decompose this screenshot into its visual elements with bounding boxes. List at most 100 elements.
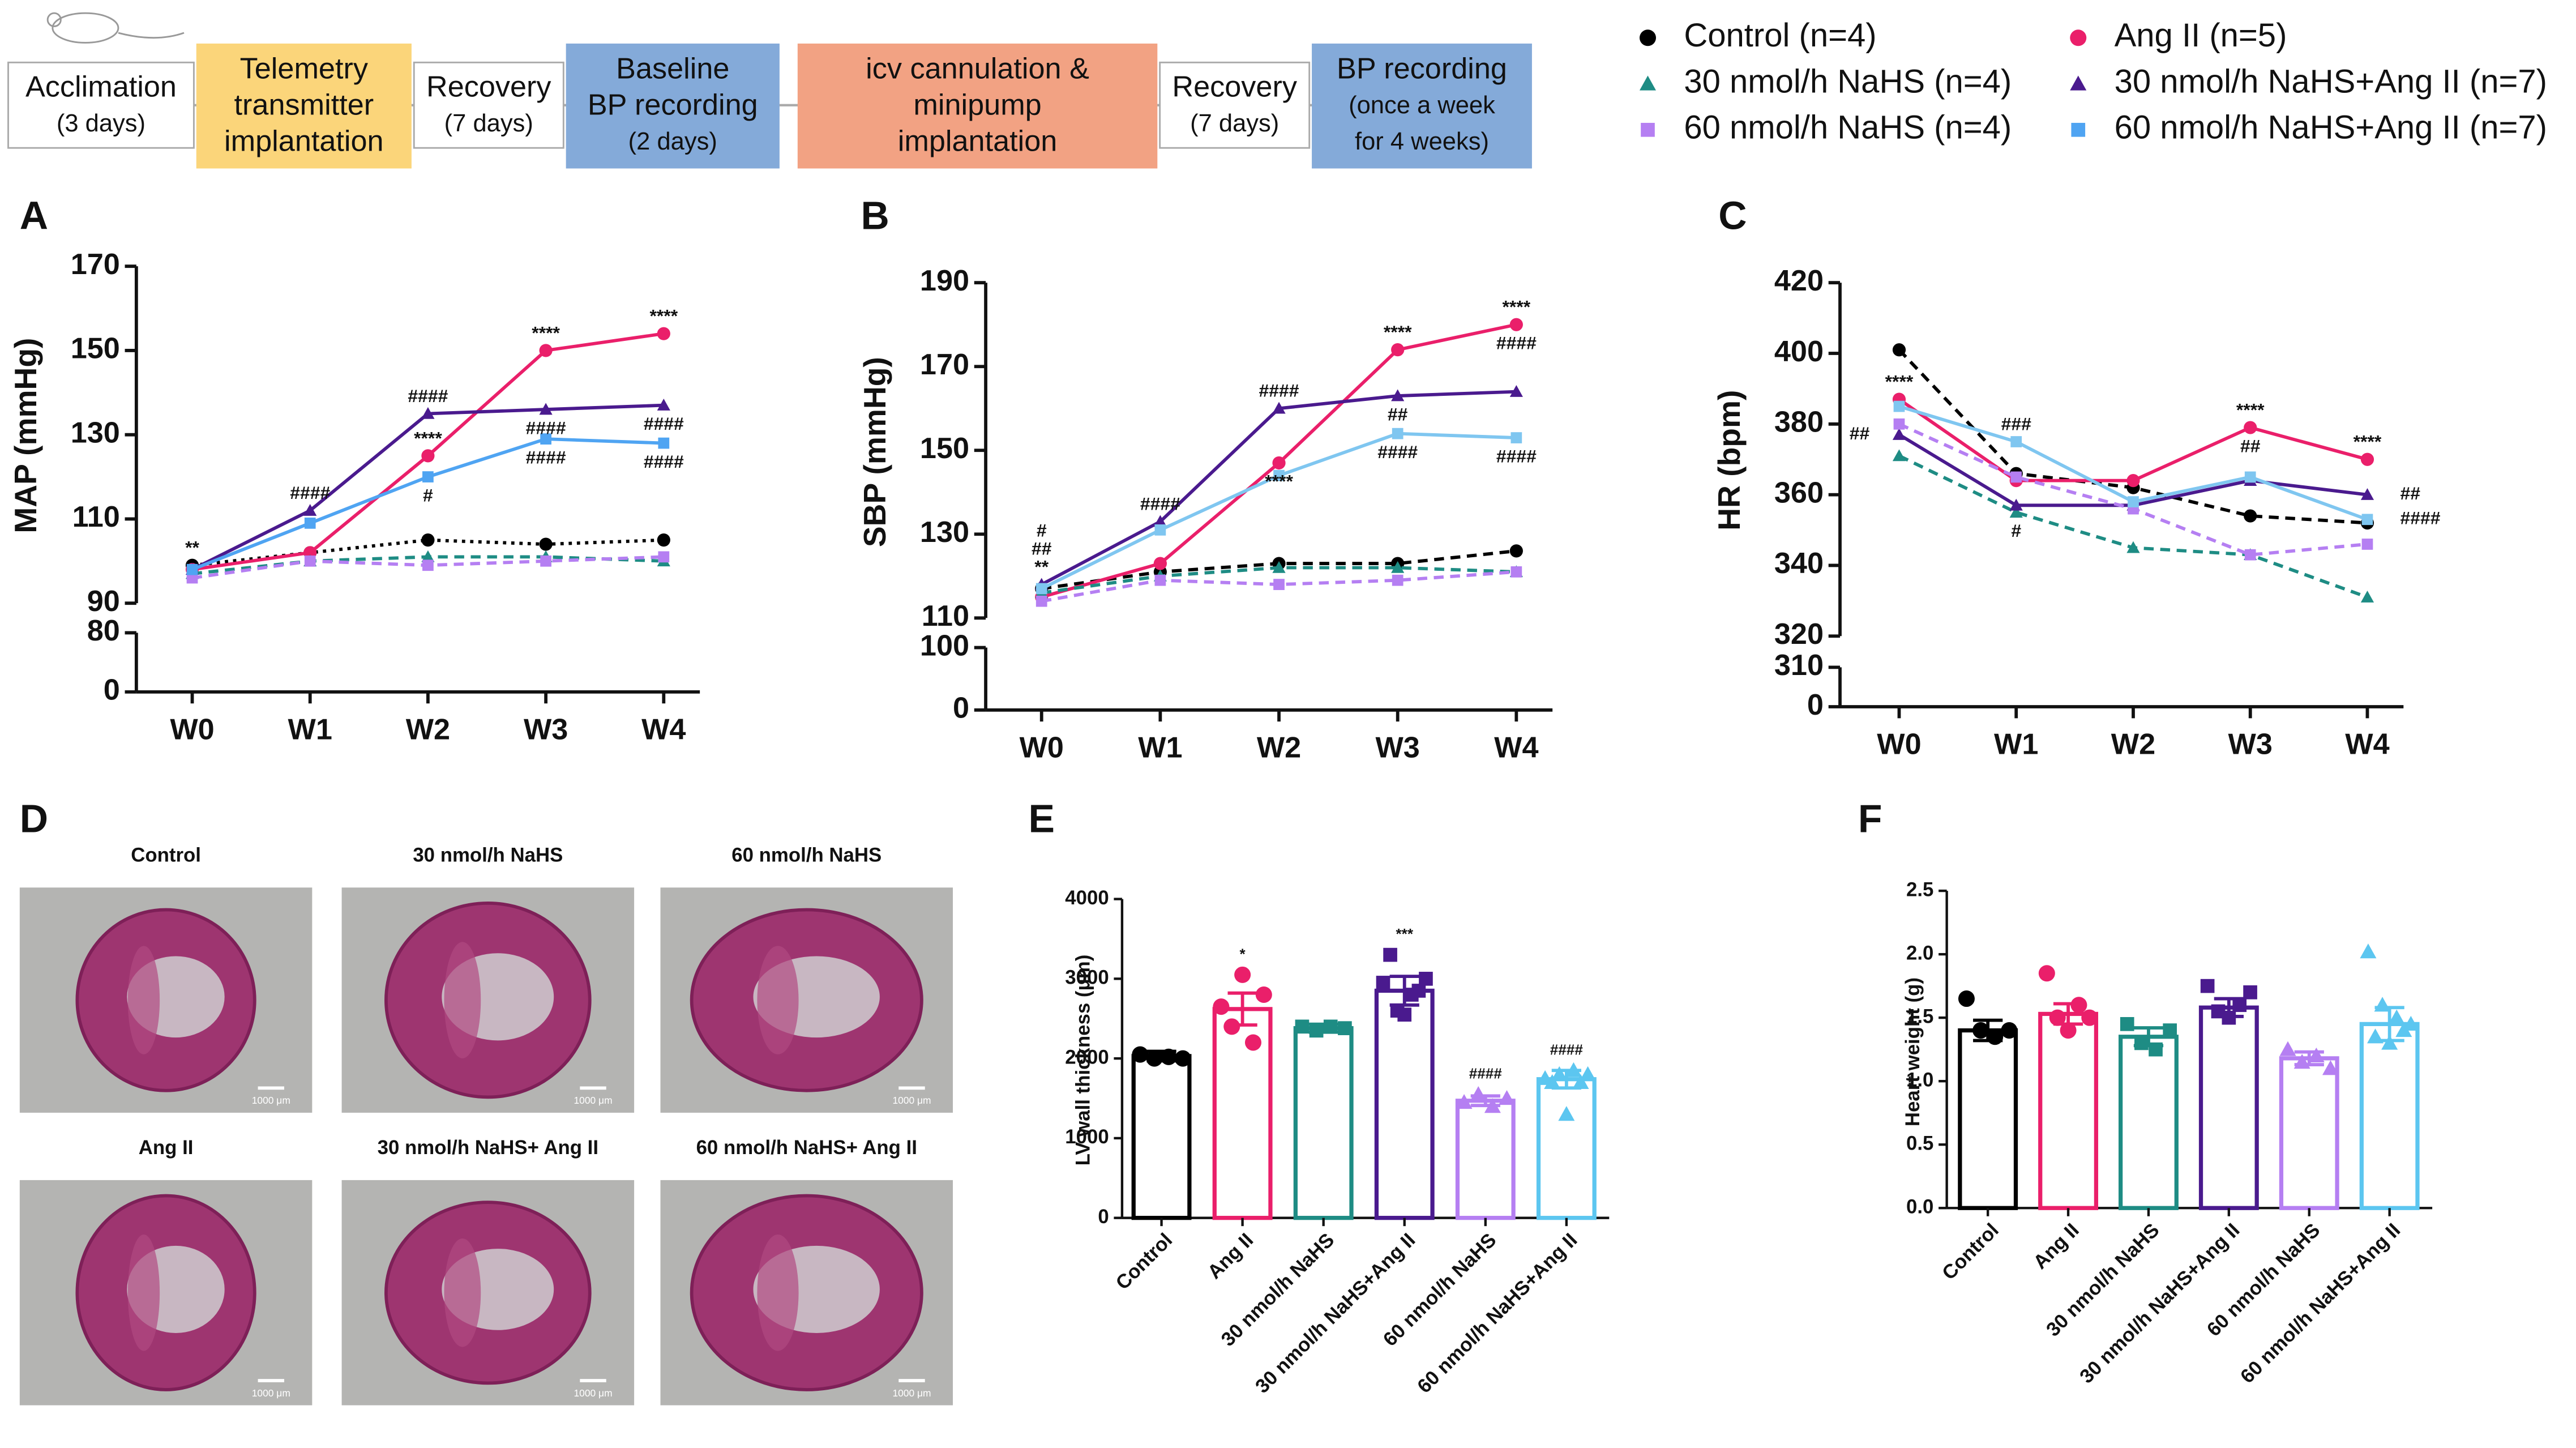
legend-marker: [1639, 75, 1656, 91]
significance-label: ##: [2240, 435, 2261, 456]
y-tick-label: 380: [1774, 406, 1824, 439]
timeline-text: (3 days): [57, 110, 146, 137]
point: [1272, 561, 1286, 573]
legend-marker: [1641, 122, 1655, 137]
significance-label: ****: [414, 428, 442, 448]
timeline-text: Recovery: [426, 71, 551, 104]
data-point: [2163, 1023, 2177, 1037]
point: [1392, 428, 1403, 439]
significance-label: #: [1037, 520, 1047, 541]
point: [421, 407, 435, 419]
data-point: [1132, 1046, 1149, 1063]
scale-bar-label: 1000 μm: [252, 1095, 290, 1106]
data-point: [2149, 1042, 2163, 1057]
significance-label: ****: [2354, 432, 2382, 452]
data-point: [1580, 1066, 1597, 1081]
bar: [1455, 1099, 1516, 1220]
timeline-text: Acclimation: [25, 71, 177, 104]
point: [1154, 574, 1166, 586]
timeline-box: [7, 61, 195, 149]
significance-label: ****: [1885, 371, 1914, 392]
point: [1153, 557, 1167, 570]
data-point: [1255, 986, 1272, 1003]
data-point: [2001, 1022, 2018, 1039]
point: [540, 555, 551, 567]
legend-marker: [2071, 122, 2086, 137]
significance-label: #: [423, 485, 433, 505]
y-tick-label: 100: [920, 629, 969, 662]
timeline-text: (2 days): [628, 128, 717, 155]
significance-label: ####: [1496, 446, 1537, 466]
point: [540, 433, 551, 445]
x-tick-label: W4: [1494, 731, 1538, 764]
significance-label: ####: [644, 451, 684, 472]
x-tick-label: W1: [1994, 728, 2038, 761]
y-tick-label: 130: [920, 516, 969, 549]
y-tick-label: 110: [922, 600, 969, 633]
point: [2361, 514, 2373, 526]
point: [2360, 452, 2374, 466]
point: [1391, 561, 1405, 573]
panel-label: F: [1858, 797, 1882, 841]
x-tick-label: W4: [2345, 728, 2389, 761]
timeline-text: (7 days): [444, 110, 533, 137]
data-point: [1397, 1007, 1412, 1022]
data-point: [1338, 1021, 1352, 1035]
y-axis-label: Heart weight (g): [1902, 977, 1924, 1126]
point: [2009, 506, 2023, 518]
significance-label: ****: [2236, 399, 2265, 420]
significance-label: ##: [2400, 483, 2421, 503]
timeline-text: for 4 weeks): [1355, 128, 1489, 155]
significance-label: ****: [649, 306, 678, 326]
point: [2010, 471, 2022, 483]
data-point: [2243, 985, 2257, 999]
point: [304, 517, 316, 529]
y-tick-label: 3000: [1065, 967, 1109, 989]
significance-label: ****: [532, 322, 560, 343]
image-title: Control: [131, 844, 201, 866]
point: [2360, 488, 2374, 500]
timeline-text: implantation: [224, 125, 384, 157]
image-title: 60 nmol/h NaHS+ Ang II: [696, 1137, 917, 1159]
significance-label: ##: [1032, 539, 1052, 559]
significance-label: ****: [1384, 322, 1412, 342]
data-point: [2293, 1054, 2310, 1069]
point: [2009, 498, 2023, 511]
timeline-text: (once a week: [1349, 92, 1495, 119]
point: [1892, 449, 1906, 462]
point: [186, 563, 198, 575]
timeline-text: icv cannulation &: [866, 53, 1089, 86]
data-point: [1295, 1019, 1310, 1034]
significance-label: **: [185, 537, 199, 558]
data-point: [1958, 990, 1975, 1007]
timeline-text: BP recording: [588, 88, 758, 121]
point: [2244, 549, 2256, 561]
x-tick-label: W0: [1020, 731, 1064, 764]
significance-label: ####: [1550, 1041, 1584, 1058]
bar: [1293, 1026, 1354, 1220]
x-tick-label: W0: [170, 713, 214, 746]
bar: [1374, 988, 1435, 1220]
heart-septum: [757, 1234, 799, 1351]
data-point: [1987, 1028, 2004, 1045]
point: [657, 327, 670, 340]
point: [1272, 401, 1286, 414]
data-point: [1551, 1066, 1568, 1081]
image-title: 60 nmol/h NaHS: [731, 844, 882, 866]
data-point: [1499, 1090, 1516, 1105]
timeline-box: [413, 61, 564, 149]
legend-label: 30 nmol/h NaHS+Ang II (n=7): [2115, 63, 2547, 100]
timeline-box: [1159, 61, 1311, 149]
significance-label: ####: [526, 417, 566, 438]
point: [1893, 418, 1905, 430]
point: [2360, 590, 2374, 603]
point: [422, 471, 434, 482]
data-point: [1213, 998, 1230, 1015]
legend-marker: [2070, 29, 2087, 46]
significance-label: ****: [1503, 297, 1531, 317]
point: [1035, 595, 1047, 607]
y-tick-label: 0: [1807, 689, 1824, 721]
y-tick-label: 400: [1774, 335, 1824, 368]
point: [421, 550, 435, 562]
